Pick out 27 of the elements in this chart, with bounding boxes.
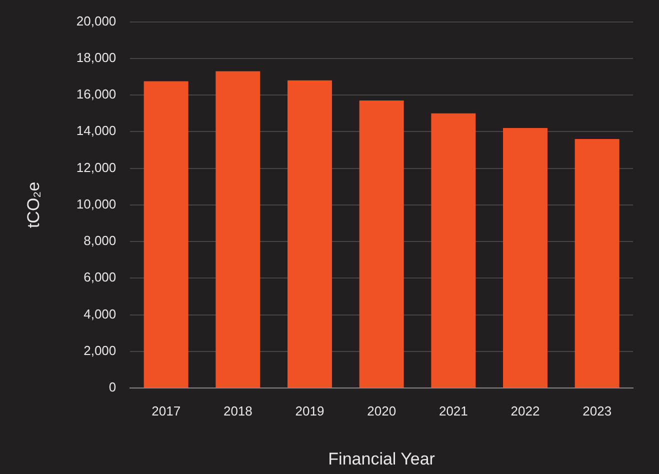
x-tick-label: 2018 bbox=[223, 403, 252, 418]
x-tick-label: 2023 bbox=[582, 403, 612, 418]
y-tick-label: 8,000 bbox=[84, 233, 116, 248]
bar bbox=[503, 128, 548, 388]
bar bbox=[216, 71, 260, 388]
y-tick-label: 2,000 bbox=[84, 342, 116, 358]
bar bbox=[288, 80, 332, 388]
bar bbox=[144, 81, 188, 388]
y-tick-label: 20,000 bbox=[76, 13, 116, 28]
x-tick-label: 2022 bbox=[510, 403, 540, 418]
y-tick-label: 18,000 bbox=[76, 50, 116, 65]
y-tick-label: 4,000 bbox=[84, 306, 116, 322]
y-tick-label: 6,000 bbox=[84, 270, 116, 285]
y-tick-label: 10,000 bbox=[76, 196, 116, 212]
x-axis-title: Financial Year bbox=[328, 449, 436, 468]
y-tick-label: 14,000 bbox=[76, 123, 116, 138]
bar bbox=[431, 113, 476, 388]
bar bbox=[359, 100, 404, 388]
bar bbox=[574, 138, 620, 388]
y-axis-title: tCO₂e bbox=[24, 182, 43, 228]
x-tick-label: 2021 bbox=[438, 403, 468, 418]
x-tick-label: 2017 bbox=[152, 403, 181, 418]
y-tick-label: 0 bbox=[108, 380, 116, 395]
y-tick-label: 12,000 bbox=[76, 160, 116, 175]
x-tick-label: 2019 bbox=[295, 403, 324, 418]
x-tick-label: 2020 bbox=[367, 403, 396, 418]
y-tick-label: 16,000 bbox=[76, 86, 116, 102]
